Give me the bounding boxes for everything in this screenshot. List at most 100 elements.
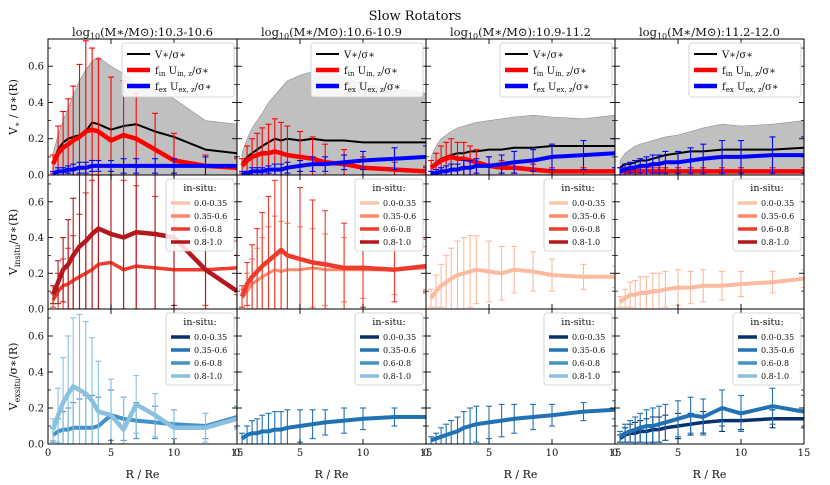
x-tick-label: 5 bbox=[297, 448, 303, 459]
legend-label: 0.0-0.35 bbox=[194, 199, 227, 208]
y-label-main: V bbox=[7, 126, 20, 136]
legend-label-b: U bbox=[354, 66, 366, 77]
legend-label: fin Uin, z/σ∗ bbox=[155, 66, 209, 78]
legend-label-c: /σ∗ bbox=[573, 82, 590, 93]
legend-label: 0.0-0.35 bbox=[194, 333, 227, 342]
legend-insitu: in-situ: 0.0-0.35 0.35-0.6 0.6-0.8 0.8-1.0 bbox=[732, 312, 802, 386]
legend-title: in-situ: bbox=[561, 183, 594, 194]
legend-box bbox=[354, 312, 424, 386]
column-title-sub: 10 bbox=[657, 32, 667, 41]
legend-label: 0.6-0.8 bbox=[194, 359, 222, 368]
series-0.35-0.6 bbox=[428, 235, 615, 309]
legend-label-bsub: in, z bbox=[744, 70, 759, 78]
x-tick-label: 5 bbox=[486, 448, 492, 459]
legend-label-a: f bbox=[155, 66, 160, 77]
legend-label: fin Uin, z/σ∗ bbox=[344, 66, 398, 78]
x-axis-label-3: R / Re bbox=[504, 468, 538, 481]
legend-insitu: in-situ: 0.0-0.35 0.35-0.6 0.6-0.8 0.8-1.0 bbox=[354, 312, 424, 386]
series-line bbox=[618, 417, 804, 441]
series-0.35-0.6 bbox=[428, 400, 615, 444]
x-tick-label: 15 bbox=[231, 448, 244, 459]
y-tick-label: 0.2 bbox=[28, 269, 44, 280]
legend-label: 0.6-0.8 bbox=[572, 359, 600, 368]
series-fexUexz bbox=[617, 136, 804, 175]
series-line bbox=[242, 154, 426, 175]
legend-box bbox=[732, 312, 802, 386]
legend-label: 0.35-0.6 bbox=[383, 346, 416, 355]
legend-insitu: in-situ: 0.0-0.35 0.35-0.6 0.6-0.8 0.8-1.0 bbox=[543, 178, 613, 252]
column-title-log: log bbox=[450, 25, 469, 39]
legend-title: in-situ: bbox=[372, 183, 405, 194]
series-line bbox=[52, 163, 237, 175]
legend-label-b: U bbox=[543, 66, 555, 77]
legend-label: 0.8-1.0 bbox=[383, 372, 411, 381]
legend-label-a: f bbox=[722, 82, 727, 93]
x-tick-label: 10 bbox=[735, 448, 748, 459]
x-axis-labels: R / Re R / Re R / Re R / Re bbox=[126, 468, 727, 481]
panel-r3-c4: 0 5 10 15 in-situ: 0.0-0.35 0.35-0.6 0.6-0.8 0.8… bbox=[612, 308, 811, 459]
legend-label-a: f bbox=[344, 82, 349, 93]
panel-r2-c3: in-situ: 0.0-0.35 0.35-0.6 0.6-0.8 0.8-1.0 bbox=[425, 174, 616, 310]
legend-label: fin Uin, z/σ∗ bbox=[722, 66, 776, 78]
x-tick-label: 0 bbox=[45, 448, 51, 459]
legend-label-a: V∗/σ∗ bbox=[532, 50, 564, 61]
series-0.8-1.0 bbox=[50, 313, 237, 444]
panel-r1-c3: V∗/σ∗fin Uin, z/σ∗fex Uex, z/σ∗ bbox=[425, 38, 616, 176]
column-titles: log10(M∗/M⊙):10.3-10.6 log10(M∗/M⊙):10.6-… bbox=[72, 25, 780, 41]
legend-label-b: U bbox=[734, 82, 746, 93]
series-V bbox=[241, 137, 426, 165]
legend-label: 0.0-0.35 bbox=[383, 333, 416, 342]
legend-label: 0.35-0.6 bbox=[572, 212, 605, 221]
x-tick-label: 5 bbox=[675, 448, 681, 459]
series-line bbox=[619, 146, 804, 169]
x-tick-label: 0 bbox=[234, 448, 240, 459]
series-line bbox=[618, 404, 804, 439]
legend-box bbox=[688, 42, 802, 98]
column-title-4: log10(M∗/M⊙):11.2-12.0 bbox=[639, 25, 780, 41]
legend-label: 0.35-0.6 bbox=[761, 212, 794, 221]
y-axis-label-row-3: Vexsitu/σ∗(R) bbox=[7, 343, 22, 412]
series-line bbox=[50, 127, 237, 170]
panel-plot-area bbox=[617, 120, 804, 175]
y-label-sub: insitu bbox=[13, 244, 22, 267]
y-tick-label: 0.0 bbox=[28, 305, 44, 316]
y-tick-label: 0.6 bbox=[28, 197, 44, 208]
panel-plot-area bbox=[50, 313, 237, 444]
legend-label-asub: in bbox=[537, 70, 544, 78]
x-tick-label: 0 bbox=[423, 448, 429, 459]
legend-label: fex Uex, z/σ∗ bbox=[722, 82, 779, 94]
legend-label: 0.8-1.0 bbox=[383, 238, 411, 247]
legend-label-c: /σ∗ bbox=[570, 66, 587, 77]
x-tick-label: 0 bbox=[612, 448, 618, 459]
series-line bbox=[51, 260, 237, 301]
y-tick-label: 0.2 bbox=[28, 134, 44, 145]
legend-label-bsub: in, z bbox=[177, 70, 192, 78]
legend-label: 0.6-0.8 bbox=[194, 225, 222, 234]
y-label-main: V bbox=[7, 401, 20, 411]
y-tick-label: 0.2 bbox=[28, 404, 44, 415]
series-0.6-0.8 bbox=[239, 175, 426, 309]
series-fexUexz bbox=[50, 156, 237, 175]
panel-r1-c2: V∗/σ∗fin Uin, z/σ∗fex Uex, z/σ∗ bbox=[236, 38, 427, 176]
series-line bbox=[619, 153, 804, 174]
panel-plot-area bbox=[239, 407, 426, 444]
legend-label-bsub: in, z bbox=[555, 70, 570, 78]
legend-box bbox=[121, 42, 235, 98]
column-title-2: log10(M∗/M⊙):10.6-10.9 bbox=[261, 25, 402, 41]
x-tick-label: 10 bbox=[546, 448, 559, 459]
column-title-log: log bbox=[261, 25, 280, 39]
legend-label-b: U bbox=[545, 82, 557, 93]
column-title-sub: 10 bbox=[279, 32, 289, 41]
series-line bbox=[50, 384, 237, 432]
legend-label: 0.35-0.6 bbox=[194, 212, 227, 221]
x-axis-label-2: R / Re bbox=[315, 468, 349, 481]
series-0.35-0.6 bbox=[617, 387, 804, 444]
legend-title: in-situ: bbox=[561, 317, 594, 328]
legend-label-c: /σ∗ bbox=[759, 66, 776, 77]
legend-label-c: /σ∗ bbox=[192, 66, 209, 77]
y-label-tail: /σ∗(R) bbox=[7, 343, 20, 379]
x-tick-label: 15 bbox=[798, 448, 811, 459]
legend-label: 0.6-0.8 bbox=[572, 225, 600, 234]
legend-title: in-situ: bbox=[750, 183, 783, 194]
series-line bbox=[240, 149, 426, 174]
